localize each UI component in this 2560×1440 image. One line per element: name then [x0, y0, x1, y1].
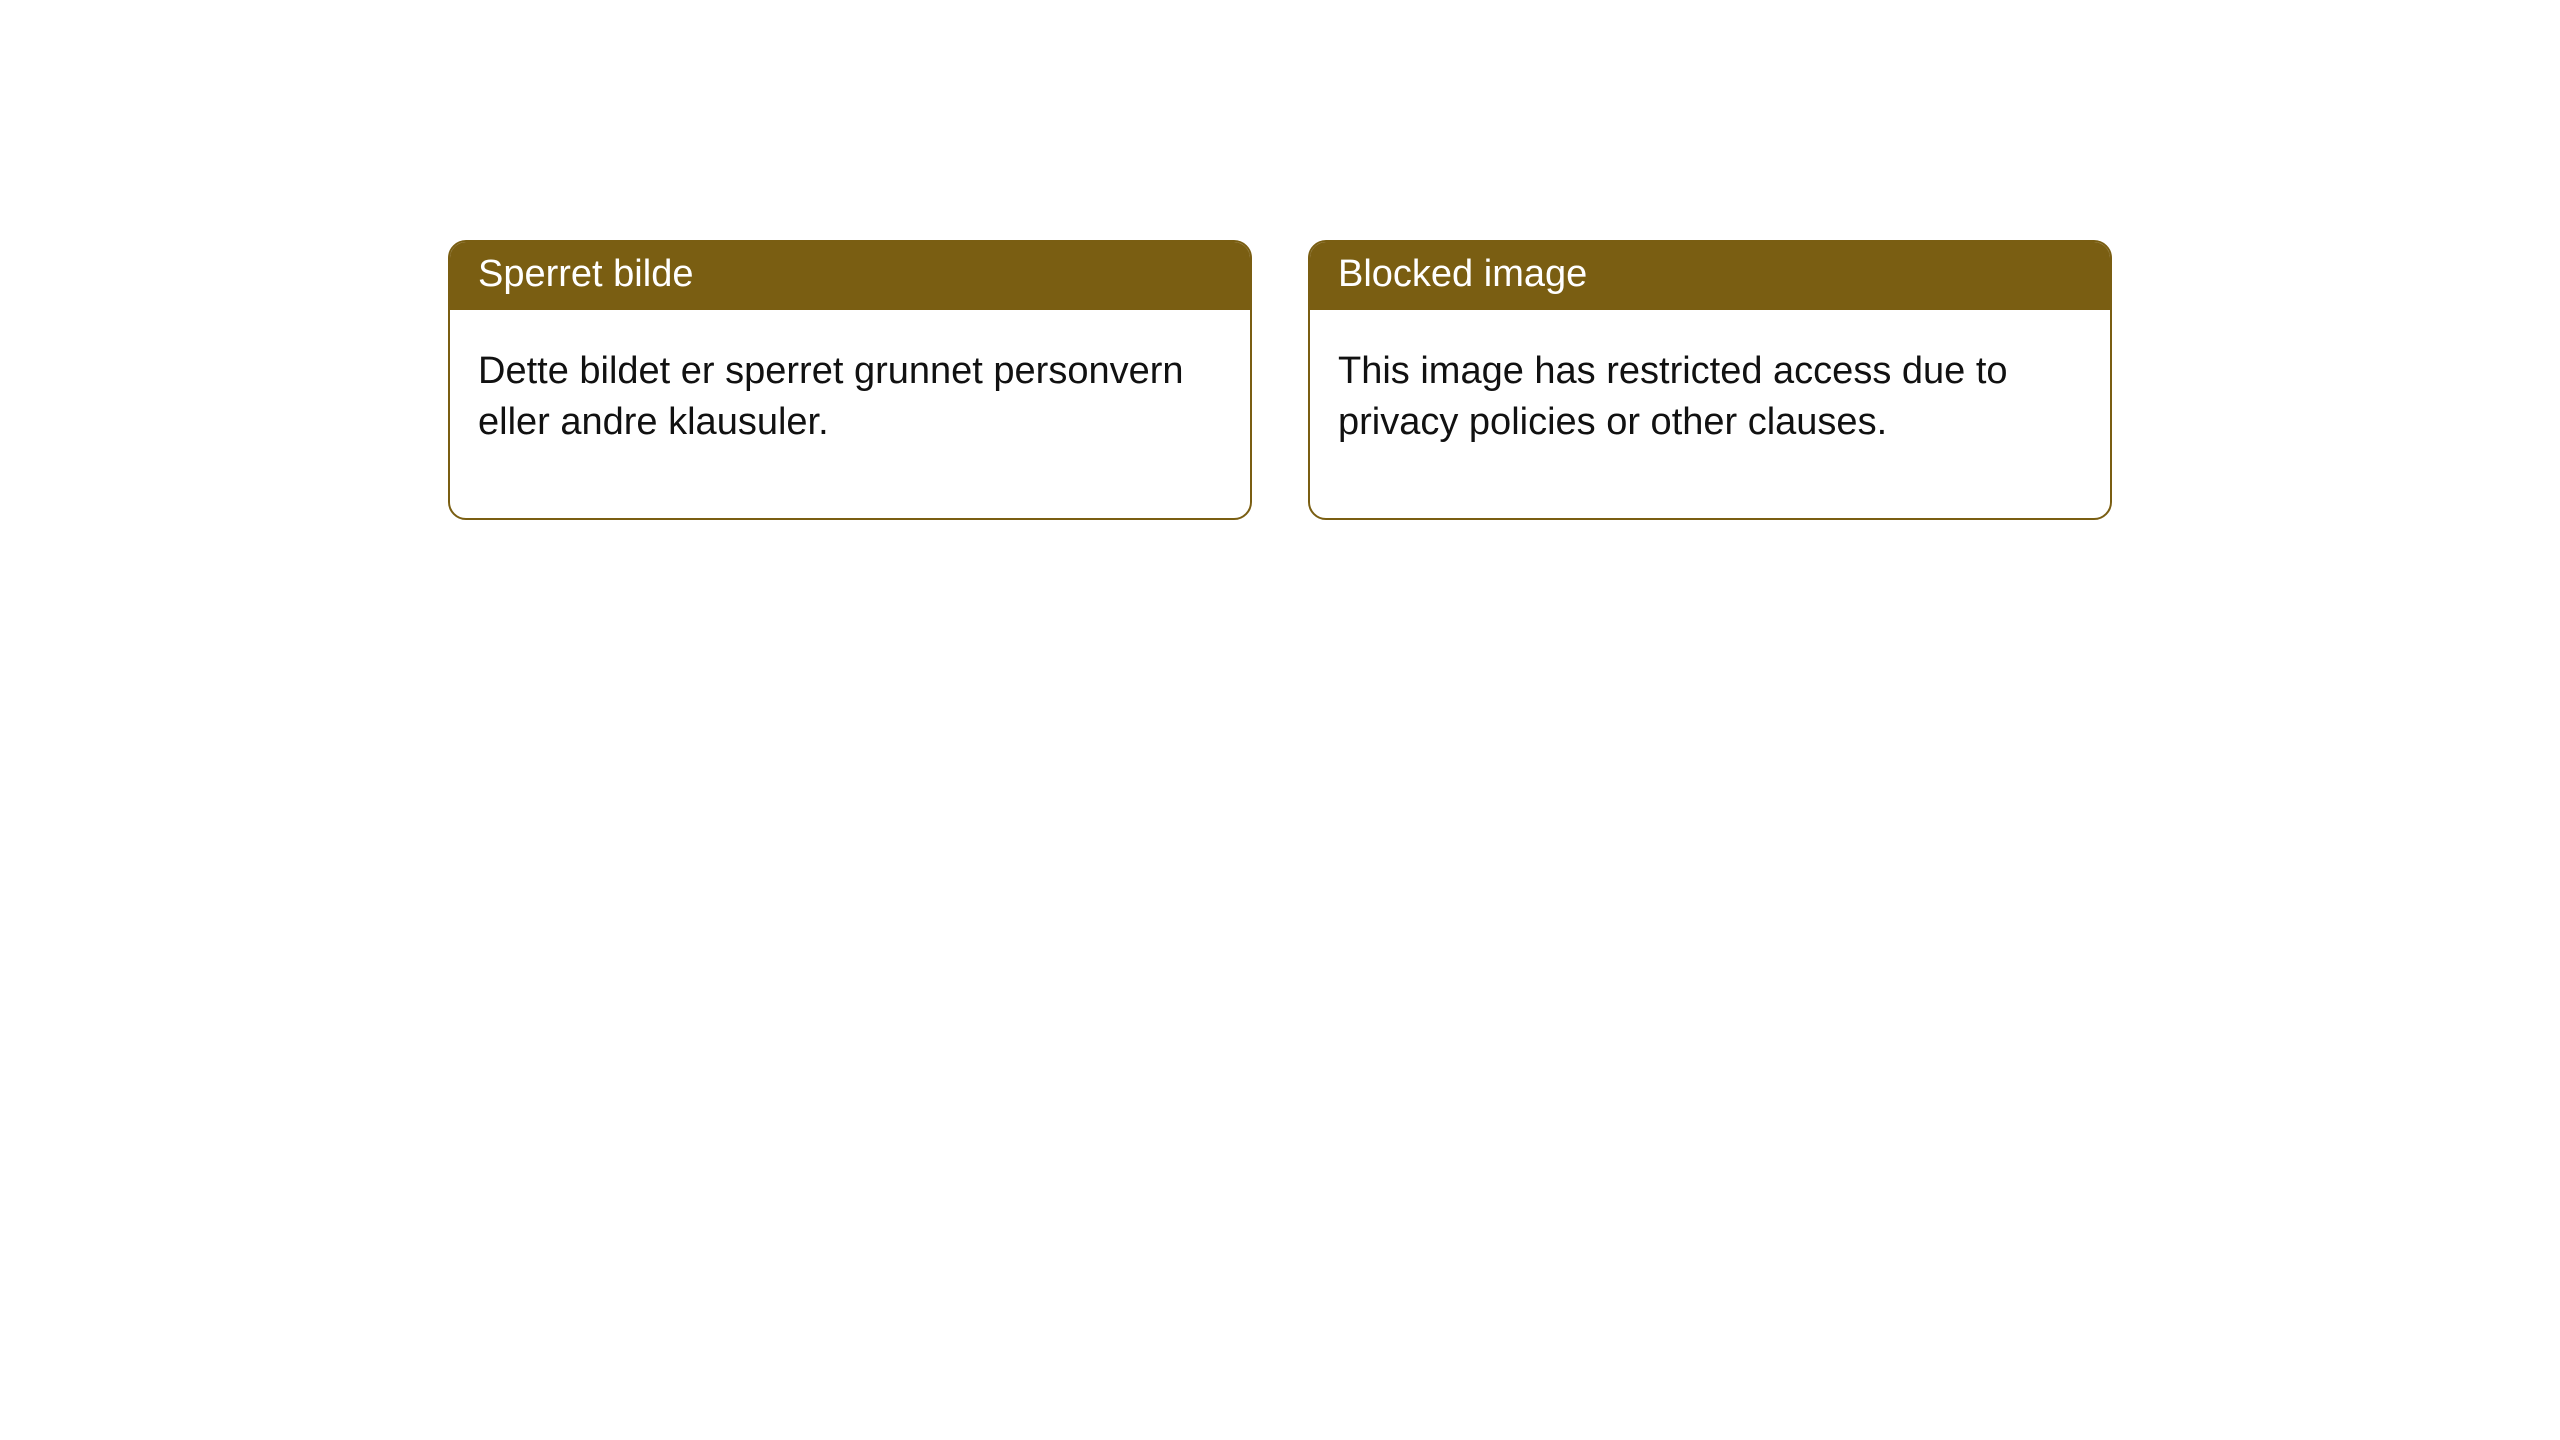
card-body: This image has restricted access due to … [1310, 310, 2110, 519]
notice-card-english: Blocked image This image has restricted … [1308, 240, 2112, 520]
card-message: This image has restricted access due to … [1338, 350, 2008, 443]
blocked-image-notices: Sperret bilde Dette bildet er sperret gr… [448, 240, 2112, 520]
notice-card-norwegian: Sperret bilde Dette bildet er sperret gr… [448, 240, 1252, 520]
card-message: Dette bildet er sperret grunnet personve… [478, 350, 1184, 443]
card-title: Sperret bilde [478, 253, 693, 295]
card-body: Dette bildet er sperret grunnet personve… [450, 310, 1250, 519]
card-title: Blocked image [1338, 253, 1587, 295]
card-header: Blocked image [1310, 242, 2110, 310]
card-header: Sperret bilde [450, 242, 1250, 310]
